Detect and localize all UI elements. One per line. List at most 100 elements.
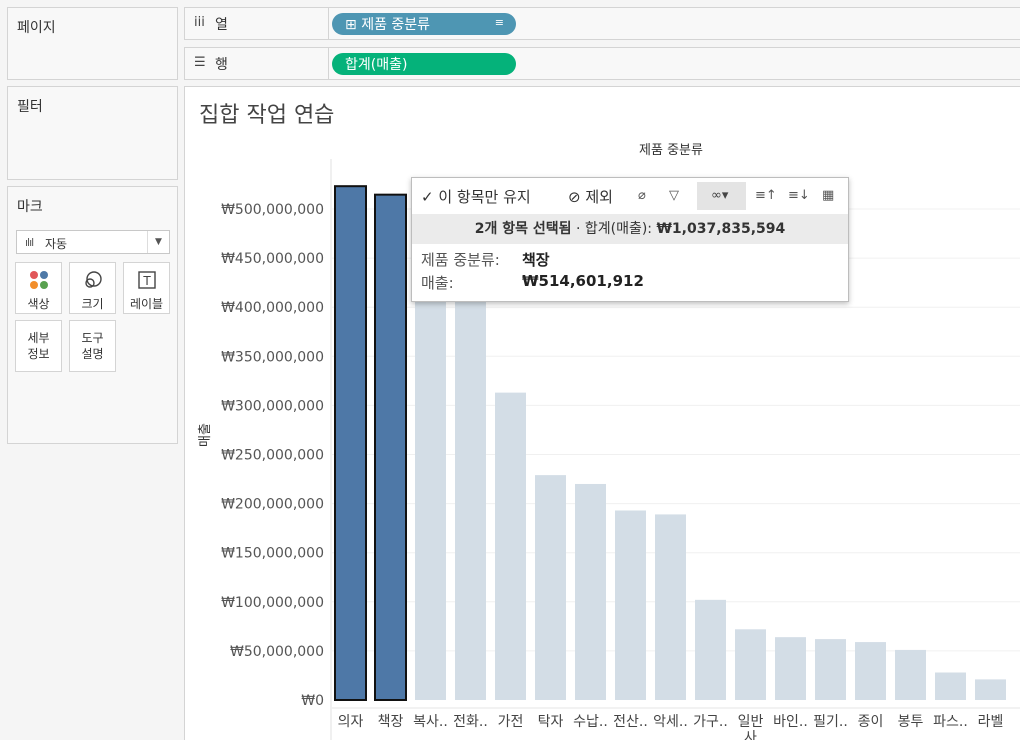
- bar-6: [535, 475, 566, 700]
- x-tick-label: 바인..: [773, 714, 808, 730]
- text-label-icon: T: [138, 271, 156, 289]
- bar-4: [455, 282, 486, 700]
- x-tick-label: 책장: [378, 714, 404, 730]
- bar-2: [374, 193, 407, 701]
- detail-label: 세부 정보: [27, 331, 50, 361]
- color-label: 색상: [27, 297, 50, 311]
- label-button[interactable]: T 레이블: [123, 262, 170, 314]
- size-label: 크기: [81, 297, 104, 311]
- y-tick-label: ₩300,000,000: [221, 398, 324, 414]
- y-tick-label: ₩150,000,000: [221, 546, 324, 562]
- bar-11: [735, 629, 766, 700]
- x-tick-label: 악세..: [653, 714, 688, 730]
- bar-5: [495, 392, 526, 700]
- columns-icon: iii: [194, 15, 205, 30]
- rows-shelf[interactable]: ☰ 행 합계(매출): [184, 47, 1020, 80]
- x-tick-label: 종이: [858, 714, 884, 730]
- filters-panel[interactable]: 필터: [7, 86, 178, 180]
- color-icon: [30, 271, 48, 289]
- x-tick-label: 가전: [498, 714, 524, 730]
- tooltip: ✓ 이 항목만 유지 ⊘ 제외 ⌀ ▽ ∞▾ ≡↑ ≡↓ ▦ 2개 항목 선택됨…: [411, 177, 849, 302]
- svg-text:T: T: [142, 274, 151, 288]
- bar-3: [415, 280, 446, 700]
- highlight-icon[interactable]: ▽: [669, 188, 679, 203]
- x-tick-label: 전산..: [613, 714, 648, 730]
- x-tick-label: 봉투: [898, 714, 924, 730]
- bar-8: [615, 510, 646, 700]
- x-tick-label: 전화..: [453, 714, 488, 730]
- tooltip-mark-button[interactable]: 도구 설명: [69, 320, 116, 372]
- x-tick-label: 파스..: [933, 714, 968, 730]
- bar-16: [935, 672, 966, 700]
- bar-17: [975, 679, 1006, 700]
- size-icon: [85, 271, 102, 288]
- y-axis-title: 매출: [198, 423, 213, 447]
- y-tick-label: ₩350,000,000: [221, 349, 324, 365]
- paperclip-icon[interactable]: ⌀: [638, 188, 646, 203]
- tooltip-field-value: 책장: [522, 251, 550, 269]
- x-tick-label: 필기..: [813, 714, 848, 730]
- tooltip-field-label: 제품 중분류:: [421, 251, 500, 269]
- filters-title: 필터: [17, 99, 43, 115]
- tooltip-measure-value: ₩514,601,912: [522, 272, 644, 290]
- x-tick-label: 복사..: [413, 714, 448, 730]
- group-button[interactable]: ∞▾: [697, 182, 746, 210]
- columns-shelf-label: iii 열: [185, 8, 329, 39]
- bar-15: [895, 649, 926, 700]
- sort-ascending-icon[interactable]: ≡↑: [755, 188, 777, 203]
- bar-1: [334, 185, 367, 702]
- color-button[interactable]: 색상: [15, 262, 62, 314]
- mark-type-dropdown[interactable]: ılıl 자동 ▼: [16, 230, 170, 254]
- label-label: 레이블: [129, 297, 164, 311]
- tooltip-mark-label: 도구 설명: [81, 331, 104, 361]
- y-tick-label: ₩200,000,000: [221, 497, 324, 513]
- sheet-title: 집합 작업 연습: [199, 103, 335, 128]
- chevron-down-icon[interactable]: ▼: [147, 231, 169, 253]
- y-tick-label: ₩500,000,000: [221, 202, 324, 218]
- pages-title: 페이지: [17, 20, 56, 36]
- x-tick-label: 탁자: [538, 714, 564, 730]
- y-tick-label: ₩400,000,000: [221, 300, 324, 316]
- columns-shelf[interactable]: iii 열 ⊞ 제품 중분류 ≡: [184, 7, 1020, 40]
- keep-only-button[interactable]: ✓ 이 항목만 유지: [421, 188, 531, 206]
- sort-icon: ≡: [494, 16, 504, 29]
- x-tick-label: 사: [744, 730, 757, 740]
- bar-12: [775, 637, 806, 700]
- expand-icon: ⊞: [345, 17, 362, 33]
- rows-shelf-label: ☰ 행: [185, 48, 329, 79]
- rows-pill[interactable]: 합계(매출): [332, 53, 516, 75]
- pages-panel[interactable]: 페이지: [7, 7, 178, 80]
- marks-title: 마크: [17, 199, 43, 215]
- sort-descending-icon[interactable]: ≡↓: [788, 188, 810, 203]
- size-button[interactable]: 크기: [69, 262, 116, 314]
- group-icon: ∞▾: [711, 188, 729, 203]
- bar-9: [655, 514, 686, 700]
- x-tick-label: 일반: [738, 714, 764, 730]
- tooltip-toolbar: ✓ 이 항목만 유지 ⊘ 제외 ⌀ ▽ ∞▾ ≡↑ ≡↓ ▦: [412, 178, 848, 214]
- rows-icon: ☰: [194, 55, 206, 70]
- bar-10: [695, 599, 726, 700]
- bar-chart-icon: ılıl: [25, 236, 34, 249]
- chart-header: 제품 중분류: [639, 143, 703, 158]
- marks-panel: 마크 ılıl 자동 ▼ 색상 크기 T 레이블 세부 정보 도구 설명: [7, 186, 178, 444]
- x-tick-label: 의자: [338, 714, 364, 730]
- y-tick-label: ₩250,000,000: [221, 448, 324, 464]
- detail-button[interactable]: 세부 정보: [15, 320, 62, 372]
- bar-13: [815, 639, 846, 700]
- bar-7: [575, 483, 606, 700]
- x-tick-label: 수납..: [573, 714, 608, 730]
- bar-14: [855, 642, 886, 700]
- exclude-button[interactable]: ⊘ 제외: [568, 188, 613, 206]
- columns-pill[interactable]: ⊞ 제품 중분류 ≡: [332, 13, 516, 35]
- y-tick-label: ₩100,000,000: [221, 595, 324, 611]
- view-data-icon[interactable]: ▦: [822, 188, 835, 203]
- x-tick-label: 가구..: [693, 714, 728, 730]
- x-tick-label: 라벨: [978, 714, 1004, 730]
- y-tick-label: ₩450,000,000: [221, 251, 324, 267]
- tooltip-summary: 2개 항목 선택됨 · 합계(매출): ₩1,037,835,594: [412, 214, 848, 244]
- y-tick-label: ₩50,000,000: [230, 644, 324, 660]
- mark-type-label: 자동: [45, 237, 68, 251]
- y-tick-label: ₩0: [301, 693, 324, 709]
- tooltip-measure-label: 매출:: [421, 274, 454, 292]
